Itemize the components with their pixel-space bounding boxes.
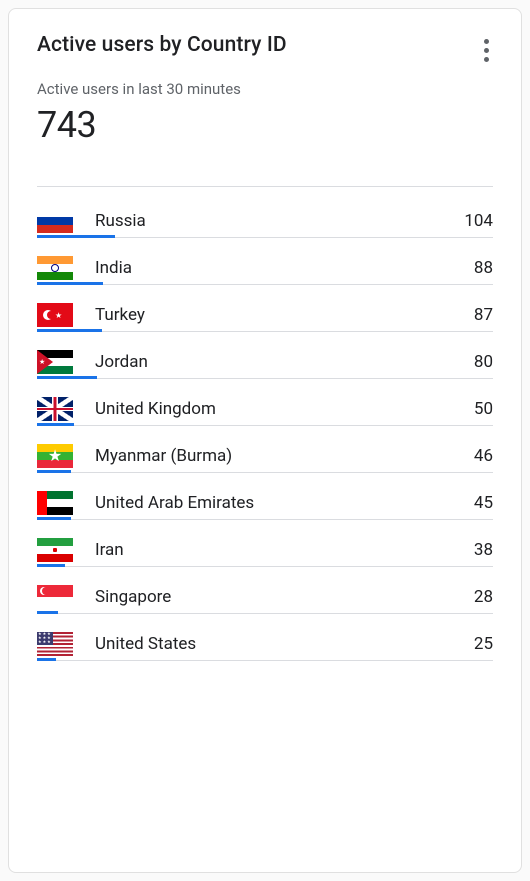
progress-bar	[37, 658, 56, 661]
flag-icon	[37, 538, 73, 562]
card-subtitle: Active users in last 30 minutes	[37, 80, 493, 98]
country-row[interactable]: ★ Jordan80	[37, 332, 493, 379]
flag-icon	[37, 209, 73, 233]
country-name: United Kingdom	[95, 399, 474, 419]
flag-icon: ★	[37, 303, 73, 327]
flag-icon: ★	[37, 350, 73, 374]
country-row[interactable]: ★ Turkey87	[37, 285, 493, 332]
more-options-icon[interactable]	[480, 33, 493, 68]
divider	[37, 186, 493, 187]
country-row[interactable]: Myanmar (Burma)46	[37, 426, 493, 473]
country-name: Myanmar (Burma)	[95, 446, 474, 466]
country-value: 28	[474, 587, 493, 607]
country-name: India	[95, 258, 474, 278]
flag-icon	[37, 256, 73, 280]
country-name: Iran	[95, 540, 474, 560]
country-value: 38	[474, 540, 493, 560]
country-name: United States	[95, 634, 474, 654]
country-row[interactable]: ★★★ ★★★ ★★★ United States25	[37, 614, 493, 661]
country-row[interactable]: United Arab Emirates45	[37, 473, 493, 520]
flag-icon	[37, 444, 73, 468]
country-list: Russia104India88★Turkey87★Jordan80United…	[37, 191, 493, 661]
country-row[interactable]: Russia104	[37, 191, 493, 238]
active-users-card: Active users by Country ID Active users …	[8, 8, 522, 873]
flag-icon	[37, 491, 73, 515]
country-value: 88	[474, 258, 493, 278]
country-row[interactable]: United Kingdom50	[37, 379, 493, 426]
total-active-users: 743	[37, 104, 493, 146]
card-header: Active users by Country ID	[37, 33, 493, 68]
country-row[interactable]: Singapore28	[37, 567, 493, 614]
country-row[interactable]: Iran38	[37, 520, 493, 567]
country-value: 50	[474, 399, 493, 419]
country-name: Russia	[95, 211, 464, 231]
card-title: Active users by Country ID	[37, 33, 287, 57]
country-name: United Arab Emirates	[95, 493, 474, 513]
country-value: 45	[474, 493, 493, 513]
country-value: 46	[474, 446, 493, 466]
country-value: 80	[474, 352, 493, 372]
country-value: 104	[464, 211, 493, 231]
country-value: 25	[474, 634, 493, 654]
flag-icon: ★★★ ★★★ ★★★	[37, 632, 73, 656]
country-value: 87	[474, 305, 493, 325]
country-row[interactable]: India88	[37, 238, 493, 285]
flag-icon	[37, 397, 73, 421]
country-name: Singapore	[95, 587, 474, 607]
flag-icon	[37, 585, 73, 609]
country-name: Jordan	[95, 352, 474, 372]
country-name: Turkey	[95, 305, 474, 325]
